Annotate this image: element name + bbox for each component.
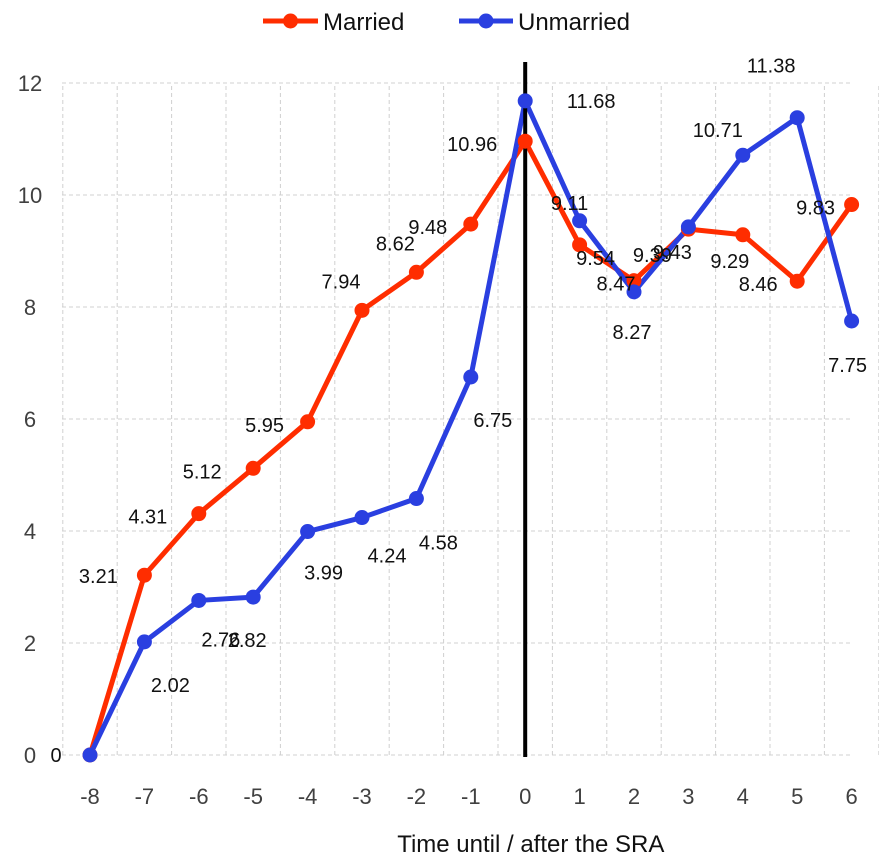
- point-married: [245, 460, 261, 476]
- y-tick-label: 8: [24, 295, 36, 320]
- point-married: [735, 227, 751, 243]
- legend-unmarried-label: Unmarried: [518, 9, 630, 36]
- data-label-unmarried: 11.68: [567, 91, 616, 113]
- data-label-married: 9.48: [408, 217, 447, 239]
- y-tick-label: 0: [24, 743, 36, 768]
- point-married: [300, 414, 316, 430]
- point-married: [626, 273, 642, 289]
- data-label-married: 9.83: [796, 198, 835, 220]
- y-tick-label: 4: [24, 519, 36, 544]
- point-unmarried: [463, 369, 479, 385]
- x-tick-label: 3: [682, 784, 694, 809]
- data-label-married: 3.21: [79, 566, 118, 588]
- data-label-married: 9.29: [710, 251, 749, 273]
- point-unmarried: [735, 147, 751, 163]
- point-married: [136, 567, 152, 583]
- point-unmarried: [82, 747, 98, 763]
- point-unmarried: [572, 213, 588, 229]
- data-label-unmarried: 2.02: [151, 675, 190, 697]
- data-label-married: 8.62: [376, 233, 415, 255]
- data-label-married: 9.39: [633, 245, 672, 267]
- data-label-unmarried: 4.24: [368, 546, 407, 568]
- data-labels: 0 3.21 4.31 5.12 5.95 7.94 8.629.48 10.96 9.11 8.…: [50, 56, 867, 767]
- point-married: [844, 197, 860, 213]
- data-label-married: 0: [50, 745, 61, 767]
- y-axis: 0 2 4 6 8 10 12: [18, 71, 42, 768]
- x-tick-label: -8: [80, 784, 100, 809]
- data-label-married: 5.95: [245, 415, 284, 437]
- point-unmarried: [300, 524, 316, 540]
- y-tick-label: 10: [18, 183, 42, 208]
- point-married: [191, 506, 207, 522]
- y-tick-label: 12: [18, 71, 42, 96]
- point-unmarried: [191, 592, 207, 608]
- x-tick-label: -5: [243, 784, 263, 809]
- x-tick-label: -2: [407, 784, 427, 809]
- data-label-married: 9.11: [551, 193, 588, 215]
- point-married: [572, 237, 588, 253]
- x-tick-label: 1: [573, 784, 585, 809]
- point-married: [354, 302, 370, 318]
- point-married: [789, 273, 805, 289]
- data-label-unmarried: 6.75: [473, 410, 512, 432]
- series-markers: [82, 93, 860, 763]
- point-unmarried: [844, 313, 860, 329]
- data-label-unmarried: 10.71: [693, 120, 743, 142]
- y-tick-label: 2: [24, 631, 36, 656]
- point-unmarried: [354, 510, 370, 526]
- point-unmarried: [136, 634, 152, 650]
- legend-unmarried-marker: [478, 13, 494, 29]
- point-married: [517, 133, 533, 149]
- grid: [62, 82, 879, 756]
- point-unmarried: [408, 491, 424, 507]
- data-label-married: 4.31: [128, 507, 167, 529]
- x-tick-label: 4: [737, 784, 749, 809]
- data-label-married: 7.94: [322, 271, 361, 293]
- data-label-unmarried: 9.54: [576, 248, 615, 270]
- data-label-unmarried: 11.38: [747, 56, 796, 78]
- x-tick-label: -4: [298, 784, 318, 809]
- data-label-unmarried: 9.43: [653, 242, 692, 264]
- data-label-unmarried: 4.58: [419, 533, 458, 555]
- point-married: [408, 264, 424, 280]
- series-lines: [87, 98, 855, 758]
- legend: Married Unmarried: [263, 9, 630, 36]
- x-tick-label: 0: [519, 784, 531, 809]
- data-label-married: 8.47: [597, 274, 636, 296]
- x-tick-label: 6: [845, 784, 857, 809]
- legend-married-marker: [283, 13, 298, 29]
- data-label-unmarried: 8.27: [613, 322, 652, 344]
- x-tick-label: -7: [135, 784, 155, 809]
- x-axis: -8 -7 -6 -5 -4 -3 -2 -1 0 1 2 3 4 5 6: [80, 784, 858, 809]
- data-label-unmarried: 3.99: [304, 563, 343, 585]
- point-unmarried: [245, 589, 261, 605]
- point-unmarried: [626, 284, 642, 300]
- legend-married-label: Married: [323, 9, 404, 36]
- point-unmarried: [789, 110, 805, 126]
- x-tick-label: 2: [628, 784, 640, 809]
- data-label-unmarried: 2.76: [201, 629, 240, 651]
- point-married: [463, 216, 479, 232]
- x-tick-label: -1: [461, 784, 481, 809]
- data-label-married: 8.46: [739, 274, 778, 296]
- point-unmarried: [517, 93, 533, 109]
- x-tick-label: -6: [189, 784, 209, 809]
- data-label-unmarried: 2.82: [228, 630, 267, 652]
- x-axis-title: Time until / after the SRA: [397, 831, 664, 858]
- data-label-unmarried: 7.75: [828, 355, 867, 377]
- data-label-married: 10.96: [447, 134, 497, 156]
- x-tick-label: -3: [352, 784, 372, 809]
- series-unmarried-line: [87, 98, 855, 758]
- x-tick-label: 5: [791, 784, 803, 809]
- data-label-married: 5.12: [183, 461, 222, 483]
- point-unmarried: [680, 219, 696, 235]
- y-tick-label: 6: [24, 407, 36, 432]
